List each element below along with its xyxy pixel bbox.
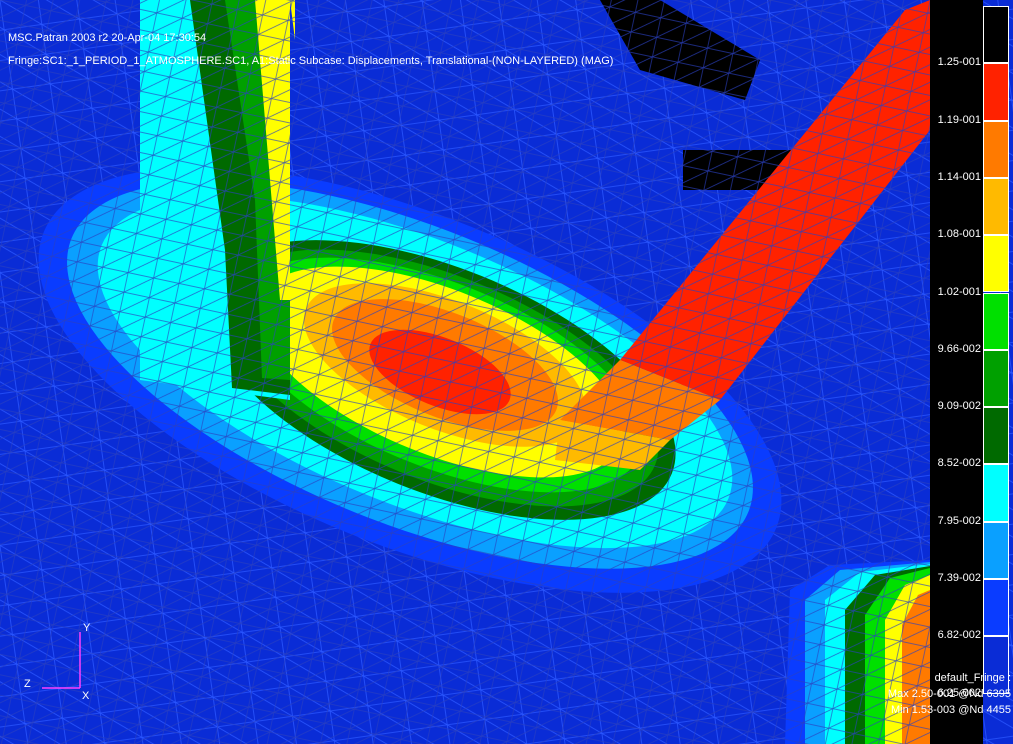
axis-x-label: X — [82, 690, 90, 702]
legend-band — [983, 235, 1009, 293]
legend-tick-label: 1.14-001 — [937, 170, 981, 183]
legend-tick-label: 1.08-001 — [937, 228, 981, 241]
legend-tick-label: 1.19-001 — [937, 113, 981, 126]
legend-tick-label: 6.82-002 — [937, 629, 981, 642]
fringe-summary: default_Fringe : Max 2.50-001 @Nd 6395 M… — [888, 670, 1011, 718]
legend-tick-label: 6.25-002 — [937, 686, 981, 699]
legend-tick-label: 1.02-001 — [937, 285, 981, 298]
legend-band — [983, 6, 1009, 64]
legend-band — [983, 292, 1009, 350]
legend-tick-label: 8.52-002 — [937, 457, 981, 470]
legend-band — [983, 464, 1009, 522]
fringe-summary-title: default_Fringe : — [934, 672, 1011, 684]
header-fringe-description: Fringe:SC1:_1_PERIOD_1_ATMOSPHERE.SC1, A… — [8, 55, 614, 67]
legend-tick-label: 9.09-002 — [937, 400, 981, 413]
header-timestamp: MSC.Patran 2003 r2 20-Apr-04 17:30:54 — [8, 32, 207, 44]
legend-band — [983, 120, 1009, 178]
axis-z-label: Z — [24, 678, 31, 690]
axis-y-label: Y — [83, 622, 91, 634]
legend-band — [983, 63, 1009, 121]
legend-band — [983, 636, 1009, 694]
fringe-summary-min: Min 1.53-003 @Nd 4455 — [890, 704, 1011, 716]
legend-band — [983, 349, 1009, 408]
fringe-legend: 1.25-001 1.19-001 1.14-001 1.08-001 1.02-001… — [938, 6, 1013, 699]
legend-band — [983, 579, 1009, 637]
legend-band — [983, 177, 1009, 236]
axis-triad — [42, 632, 81, 689]
fringe-summary-max: Max 2.50-001 @Nd 6395 — [887, 688, 1011, 700]
legend-band — [983, 521, 1009, 579]
legend-tick-label: 1.25-001 — [937, 56, 981, 69]
legend-tick-label: 7.39-002 — [937, 572, 981, 584]
legend-band — [983, 407, 1009, 465]
legend-tick-label: 9.66-002 — [937, 342, 981, 355]
legend-tick-label: 7.95-002 — [937, 514, 981, 527]
